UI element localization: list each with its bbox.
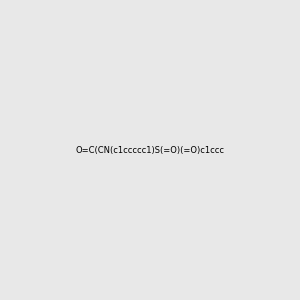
Text: O=C(CN(c1ccccc1)S(=O)(=O)c1ccc: O=C(CN(c1ccccc1)S(=O)(=O)c1ccc	[76, 146, 224, 154]
